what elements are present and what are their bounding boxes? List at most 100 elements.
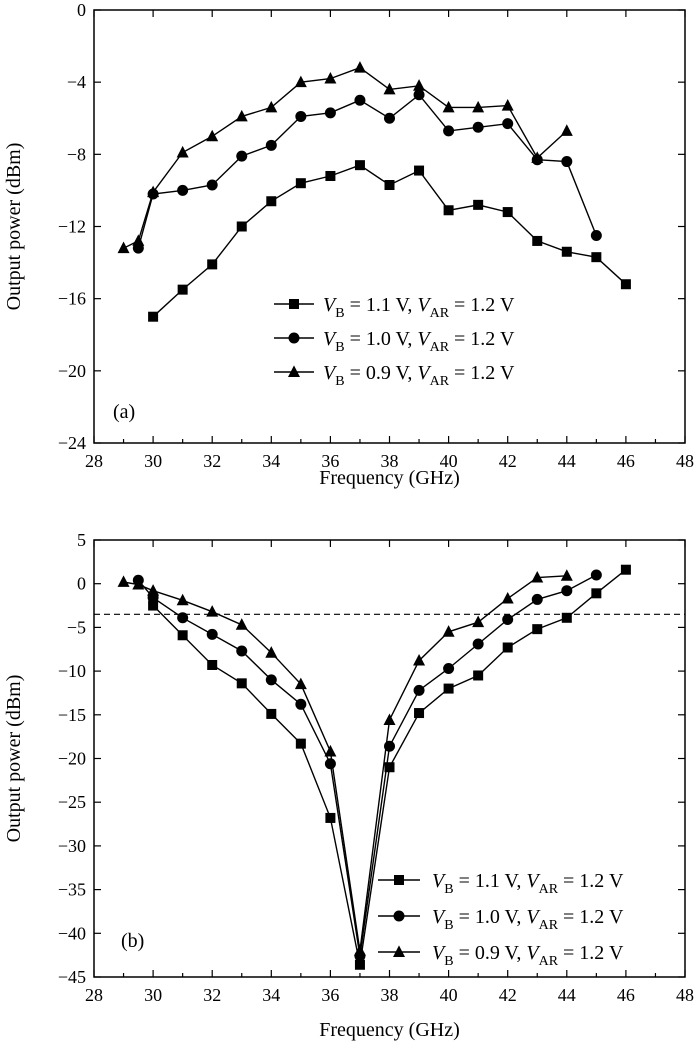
legend-marker [289, 299, 299, 309]
x-tick-label: 30 [144, 451, 162, 471]
data-point [590, 569, 602, 581]
data-point [354, 94, 366, 106]
x-tick-label: 28 [85, 985, 103, 1005]
data-point [295, 178, 306, 189]
data-point [501, 99, 514, 111]
x-tick-label: 34 [262, 451, 280, 471]
data-point [324, 758, 336, 770]
y-tick-label: −24 [58, 433, 86, 453]
series-line [123, 66, 568, 249]
x-axis-title: Frequency (GHz) [319, 1019, 460, 1041]
data-point [236, 678, 247, 689]
legend: VB = 1.1 V, VAR = 1.2 V VB = 1.0 V, VAR =… [378, 870, 624, 969]
data-point [177, 284, 188, 295]
data-point [206, 179, 218, 191]
legend-marker [393, 910, 405, 922]
data-point [472, 100, 485, 113]
x-tick-label: 46 [617, 985, 635, 1005]
data-point [295, 738, 306, 749]
y-tick-label: −5 [67, 617, 86, 637]
y-tick-label: −20 [58, 749, 86, 769]
x-tick-label: 34 [262, 985, 280, 1005]
data-point [384, 762, 395, 773]
legend-marker [393, 945, 405, 957]
data-point [531, 593, 543, 605]
series-line [137, 93, 597, 249]
data-point [206, 605, 219, 617]
data-point [561, 612, 572, 623]
x-tick-label: 36 [321, 451, 339, 471]
data-point [532, 235, 543, 246]
series-circle [132, 569, 602, 962]
x-tick-label: 38 [381, 451, 399, 471]
panel-label: (a) [113, 401, 135, 423]
panel-label: (b) [121, 930, 144, 952]
x-tick-label: 32 [203, 985, 221, 1005]
x-tick-label: 28 [85, 451, 103, 471]
data-point [620, 564, 631, 575]
y-axis-title: Output power (dBm) [3, 675, 25, 843]
legend-marker [288, 365, 300, 377]
x-tick-label: 36 [321, 985, 339, 1005]
data-point [236, 221, 247, 232]
data-point [531, 151, 544, 163]
legend-marker [288, 332, 300, 344]
data-point [353, 944, 366, 956]
series-triangle [117, 569, 573, 956]
data-point [132, 577, 145, 590]
data-point [353, 61, 366, 73]
data-point [383, 713, 396, 725]
data-point [473, 199, 484, 210]
y-tick-label: 5 [77, 530, 86, 550]
data-point [295, 698, 307, 710]
data-point [176, 593, 189, 606]
data-point [502, 118, 514, 130]
data-point [561, 585, 573, 597]
legend-entry: VB = 1.1 V, VAR = 1.2 V [432, 870, 624, 897]
data-point [383, 82, 396, 95]
data-point [413, 89, 425, 101]
data-point [561, 246, 572, 257]
x-tick-label: 42 [499, 985, 517, 1005]
data-point [472, 121, 484, 133]
x-tick-label: 46 [617, 451, 635, 471]
data-point [443, 662, 455, 674]
data-point [591, 588, 602, 599]
data-point [354, 959, 365, 970]
y-tick-label: 0 [77, 574, 86, 594]
data-point [235, 618, 248, 630]
legend-marker [394, 875, 404, 885]
y-tick-label: −12 [58, 217, 86, 237]
data-point [236, 150, 248, 162]
data-point [384, 180, 395, 191]
data-point [443, 205, 454, 216]
x-tick-label: 44 [558, 985, 576, 1005]
y-tick-label: −8 [67, 144, 86, 164]
x-tick-label: 40 [440, 985, 458, 1005]
x-tick-label: 40 [440, 451, 458, 471]
series-circle [132, 89, 602, 254]
data-point [177, 184, 189, 196]
x-tick-label: 38 [381, 985, 399, 1005]
y-tick-label: −16 [58, 289, 86, 309]
y-tick-label: −35 [58, 880, 86, 900]
y-tick-label: −15 [58, 705, 86, 725]
data-point [442, 100, 455, 113]
data-point [147, 185, 160, 198]
series-square [148, 564, 631, 970]
data-point [266, 196, 277, 207]
data-point [620, 279, 631, 290]
data-point [295, 110, 307, 122]
data-point [132, 234, 145, 246]
chart-panel-a: 28 30 32 34 36 38 40 42 44 46 48 0 −4 −8 −12 −16 −20 −24 F… [3, 0, 694, 489]
data-point [117, 241, 130, 254]
y-tick-label: −20 [58, 361, 86, 381]
data-point [472, 638, 484, 650]
data-point [206, 628, 218, 640]
y-tick-label: −45 [58, 967, 86, 987]
series-line [137, 574, 597, 957]
data-point [117, 575, 130, 587]
legend-entry: VB = 1.0 V, VAR = 1.2 V [323, 328, 515, 355]
x-tick-label: 48 [676, 451, 694, 471]
data-point [590, 230, 602, 242]
